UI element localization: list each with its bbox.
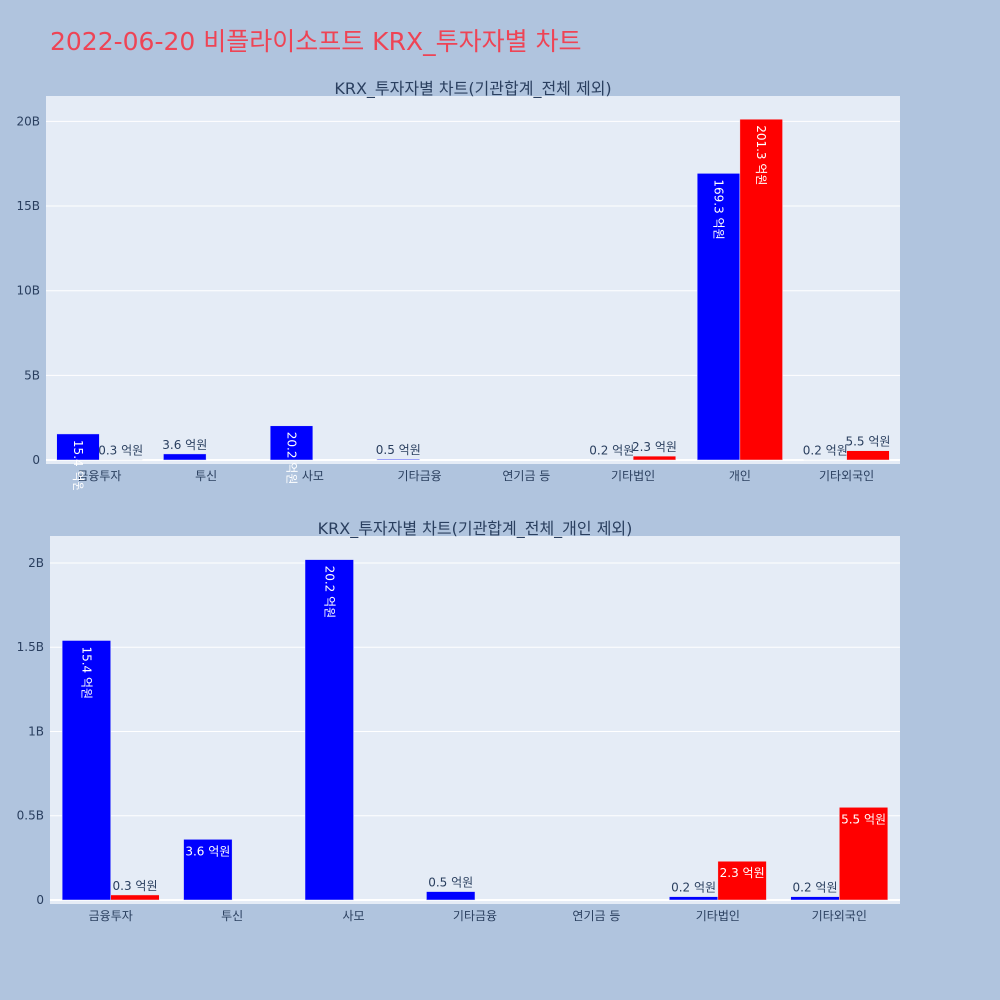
bar bbox=[61, 640, 111, 901]
bar bbox=[183, 839, 233, 901]
bar bbox=[99, 459, 143, 461]
chart-title: KRX_투자자별 차트(기관합계_전체 제외) bbox=[334, 79, 611, 99]
bar bbox=[717, 860, 767, 901]
x-tick-label: 금융투자 bbox=[89, 909, 133, 923]
bar-data-label: 2.3 억원 bbox=[720, 866, 765, 880]
x-tick-label: 기타법인 bbox=[696, 909, 740, 923]
bar-data-label: 20.2 억원 bbox=[285, 432, 299, 485]
x-tick-label: 금융투자 bbox=[77, 469, 121, 483]
x-tick-label: 기타외국인 bbox=[819, 469, 874, 483]
y-tick-label: 15B bbox=[16, 199, 40, 213]
top-bar-chart: KRX_투자자별 차트(기관합계_전체 제외)05B10B15B20B금융투자1… bbox=[16, 79, 900, 490]
bar bbox=[376, 458, 420, 461]
bar bbox=[846, 450, 890, 461]
bottom-bar-chart: KRX_투자자별 차트(기관합계_전체_개인 제외) 0 0.5B 1B 1.5B 2B 금… bbox=[17, 519, 900, 923]
y-tick-label: 20B bbox=[16, 114, 40, 128]
bar-data-label: 0.5 억원 bbox=[376, 443, 421, 457]
y-tick-label: 0.5B bbox=[17, 809, 44, 823]
plot-area bbox=[50, 536, 900, 904]
y-tick-label: 0 bbox=[32, 453, 40, 467]
bar bbox=[632, 455, 677, 461]
bar-data-label: 15.4 억원 bbox=[71, 440, 85, 490]
bar-data-label: 3.6 억원 bbox=[185, 844, 230, 858]
bar bbox=[56, 433, 100, 461]
x-tick-label: 개인 bbox=[729, 469, 751, 483]
y-tick-label: 10B bbox=[16, 284, 40, 298]
bar-data-label: 201.3 억원 bbox=[754, 125, 768, 185]
bar-data-label: 2.3 억원 bbox=[632, 440, 677, 454]
x-tick-label: 투신 bbox=[195, 469, 217, 483]
bar-data-label: 15.4 억원 bbox=[79, 646, 93, 699]
bar-data-label: 0.2 억원 bbox=[589, 444, 634, 458]
x-tick-label: 기타금융 bbox=[398, 469, 442, 483]
bar-data-label: 0.3 억원 bbox=[98, 443, 143, 457]
bar bbox=[304, 559, 354, 901]
bar-data-label: 0.2 억원 bbox=[671, 881, 716, 895]
bar-data-label: 5.5 억원 bbox=[845, 435, 890, 449]
bar bbox=[669, 896, 719, 901]
x-tick-label: 기타금융 bbox=[453, 909, 497, 923]
bar-data-label: 3.6 억원 bbox=[162, 438, 207, 452]
bar-data-label: 0.2 억원 bbox=[803, 444, 848, 458]
x-tick-label: 기타법인 bbox=[611, 469, 655, 483]
y-tick-label: 1.5B bbox=[17, 640, 44, 654]
bar-data-label: 169.3 억원 bbox=[712, 179, 726, 239]
bar bbox=[839, 807, 889, 901]
x-tick-label: 사모 bbox=[343, 909, 365, 923]
y-tick-label: 1B bbox=[28, 724, 44, 738]
x-tick-label: 투신 bbox=[221, 909, 243, 923]
x-tick-label: 연기금 등 bbox=[502, 469, 550, 483]
bar bbox=[163, 453, 207, 461]
y-tick-label: 0 bbox=[36, 893, 44, 907]
bar-data-label: 20.2 억원 bbox=[322, 566, 336, 619]
bar-data-label: 5.5 억원 bbox=[841, 812, 886, 826]
page-title: 2022-06-20 비플라이소프트 KRX_투자자별 차트 bbox=[50, 27, 582, 56]
bar bbox=[739, 118, 783, 461]
bar bbox=[269, 425, 314, 461]
x-tick-label: 연기금 등 bbox=[572, 909, 620, 923]
bar-data-label: 0.3 억원 bbox=[113, 879, 158, 893]
y-tick-label: 5B bbox=[24, 368, 40, 382]
x-tick-label: 사모 bbox=[302, 469, 324, 483]
bar-data-label: 0.2 억원 bbox=[793, 881, 838, 895]
bar bbox=[110, 894, 160, 901]
x-tick-label: 기타외국인 bbox=[812, 909, 867, 923]
bar bbox=[790, 896, 840, 901]
chart-title: KRX_투자자별 차트(기관합계_전체_개인 제외) bbox=[318, 519, 633, 539]
bar bbox=[426, 891, 476, 901]
bar-data-label: 0.5 억원 bbox=[428, 876, 473, 890]
y-tick-label: 2B bbox=[28, 556, 44, 570]
